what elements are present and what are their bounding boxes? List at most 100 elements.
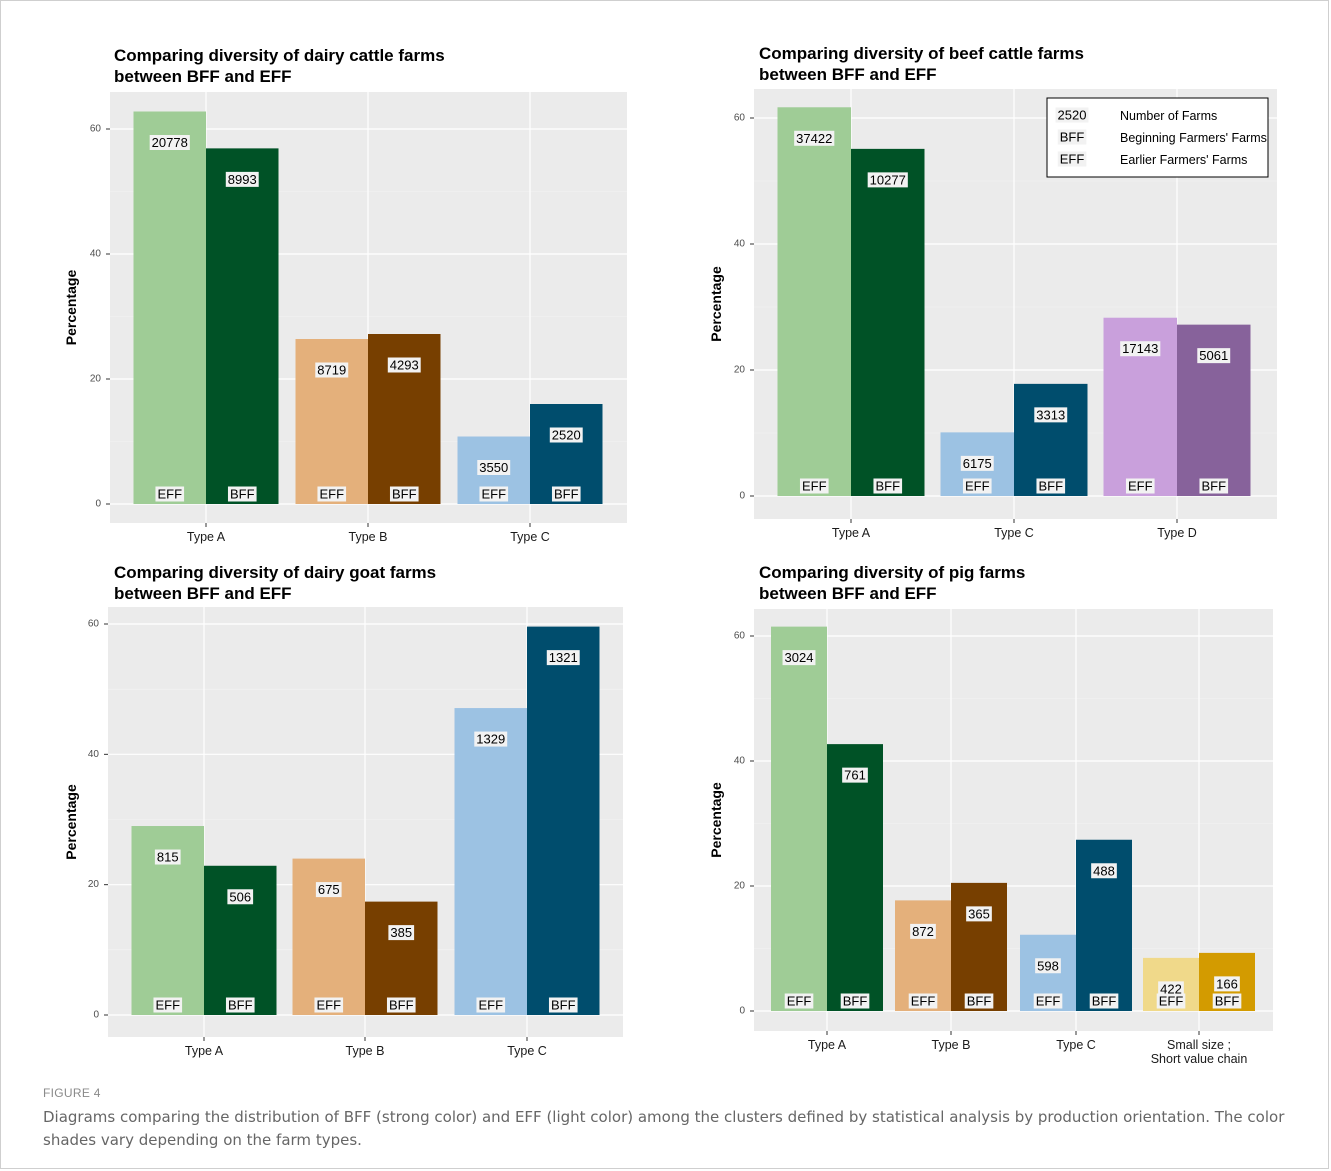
eff-series-label-bg <box>155 486 185 502</box>
y-tick-label: 20 <box>734 881 746 892</box>
x-tick-label-line: Type B <box>346 1044 385 1058</box>
figure-label: FIGURE 4 <box>43 1086 101 1100</box>
x-tick-label: Type C <box>510 530 550 544</box>
eff-count-label-bg <box>782 650 816 666</box>
eff-count-label-bg <box>154 849 181 865</box>
bff-count-label-bg <box>225 171 259 187</box>
bff-count-label: 8993 <box>225 171 259 187</box>
bff-count-label: 385 <box>388 925 415 941</box>
eff-series-label: EFF <box>784 993 814 1009</box>
eff-series-label-bg <box>962 478 992 494</box>
eff-series-label-text: EFF <box>319 487 344 502</box>
bff-count-label: 365 <box>966 906 992 922</box>
legend-key: 2520 <box>1055 107 1089 123</box>
bff-series-label: BFF <box>389 486 419 502</box>
eff-count-label: 872 <box>910 923 936 939</box>
x-tick-label: Type A <box>808 1038 847 1052</box>
eff-series-label-bg <box>1125 478 1155 494</box>
eff-bar <box>454 708 527 1015</box>
bff-series-label: BFF <box>225 997 255 1013</box>
eff-series-label-text: EFF <box>481 487 506 502</box>
x-tick-label-line: Type A <box>185 1044 224 1058</box>
chart-panel-2: Comparing diversity of beef cattle farms… <box>708 44 1277 540</box>
eff-count-label-text: 3550 <box>479 460 508 475</box>
bff-count-label-text: 5061 <box>1199 348 1228 363</box>
eff-count-label-bg <box>315 882 342 898</box>
chart-title: Comparing diversity of beef cattle farms… <box>759 44 1084 84</box>
x-tick-label-line: Type B <box>349 530 388 544</box>
bff-series-label-bg <box>1036 478 1066 494</box>
figure-caption-text: Diagrams comparing the distribution of B… <box>43 1108 1285 1149</box>
eff-count-label-bg <box>1158 981 1184 997</box>
chart-title-line: Comparing diversity of dairy goat farms <box>114 563 436 582</box>
eff-series-label: EFF <box>1125 478 1155 494</box>
bff-bar <box>365 901 438 1015</box>
eff-bar <box>895 900 951 1011</box>
eff-count-label-bg <box>960 455 994 471</box>
chart-title-line: between BFF and EFF <box>114 584 292 603</box>
y-tick-label: 20 <box>88 879 100 890</box>
x-tick-label-line: Small size ; <box>1167 1038 1231 1052</box>
eff-series-label: EFF <box>476 997 506 1013</box>
bff-series-label: BFF <box>1199 478 1229 494</box>
bff-count-label-text: 1321 <box>549 650 578 665</box>
y-tick-label: 20 <box>734 365 746 376</box>
bff-count-label-text: 385 <box>390 925 412 940</box>
bff-count-label: 10277 <box>867 172 908 188</box>
x-tick-label: Type A <box>185 1044 224 1058</box>
bff-count-label: 3313 <box>1034 407 1068 423</box>
bff-count-label-bg <box>546 650 580 666</box>
eff-count-label-text: 6175 <box>963 456 992 471</box>
bff-bar <box>851 148 925 496</box>
chart-title-line: Comparing diversity of pig farms <box>759 563 1025 582</box>
bff-series-label: BFF <box>551 486 581 502</box>
x-tick-label-line: Type A <box>808 1038 847 1052</box>
eff-series-label-text: EFF <box>787 994 812 1009</box>
eff-bar <box>771 626 827 1011</box>
eff-count-label: 675 <box>315 882 342 898</box>
eff-series-label: EFF <box>155 486 185 502</box>
chart-title-line: Comparing diversity of beef cattle farms <box>759 44 1084 63</box>
eff-series-label: EFF <box>908 993 938 1009</box>
bff-series-label: BFF <box>1089 993 1119 1009</box>
eff-count-label: 6175 <box>960 455 994 471</box>
bff-series-label-text: BFF <box>554 487 579 502</box>
legend-key-text: EFF <box>1060 152 1085 167</box>
eff-series-label-text: EFF <box>1036 994 1061 1009</box>
bff-bar <box>951 882 1007 1011</box>
eff-count-label: 3550 <box>477 460 511 475</box>
bff-count-label: 488 <box>1091 863 1117 879</box>
eff-series-label-text: EFF <box>1159 994 1184 1009</box>
legend-key-bg <box>1057 151 1087 167</box>
bff-count-label-text: 10277 <box>870 172 906 187</box>
y-tick-label: 40 <box>90 249 102 260</box>
eff-series-label-text: EFF <box>965 479 990 494</box>
bff-count-label-bg <box>867 172 908 188</box>
bff-series-label: BFF <box>1036 478 1066 494</box>
y-axis-label: Percentage <box>63 270 79 346</box>
bff-count-label: 1321 <box>546 650 580 666</box>
bff-bar <box>827 744 883 1011</box>
chart-panel-3: Comparing diversity of dairy goat farms b… <box>63 563 623 1058</box>
bff-series-label-bg <box>964 993 994 1009</box>
legend-label: Number of Farms <box>1120 109 1217 123</box>
bff-count-label-text: 488 <box>1093 863 1115 878</box>
eff-series-label-bg <box>317 486 347 502</box>
eff-bar <box>777 107 851 496</box>
bff-count-label-bg <box>1197 348 1231 364</box>
bff-count-label-text: 3313 <box>1036 407 1065 422</box>
eff-count-label: 37422 <box>794 130 835 146</box>
chart-title-line: Comparing diversity of dairy cattle farm… <box>114 46 445 65</box>
chart-title: Comparing diversity of dairy goat farms b… <box>114 563 436 603</box>
bff-series-label-bg <box>840 993 870 1009</box>
bff-series-label-bg <box>548 997 578 1013</box>
eff-count-label: 8719 <box>315 362 349 378</box>
eff-count-label-bg <box>794 130 835 146</box>
bff-series-label: BFF <box>840 993 870 1009</box>
bff-series-label-bg <box>873 478 903 494</box>
x-tick-label: Small size ; Short value chain <box>1151 1038 1248 1066</box>
bff-series-label: BFF <box>548 997 578 1013</box>
legend-key-text: 2520 <box>1058 108 1087 123</box>
bff-series-label-text: BFF <box>228 998 253 1013</box>
eff-count-label-bg <box>474 731 508 747</box>
